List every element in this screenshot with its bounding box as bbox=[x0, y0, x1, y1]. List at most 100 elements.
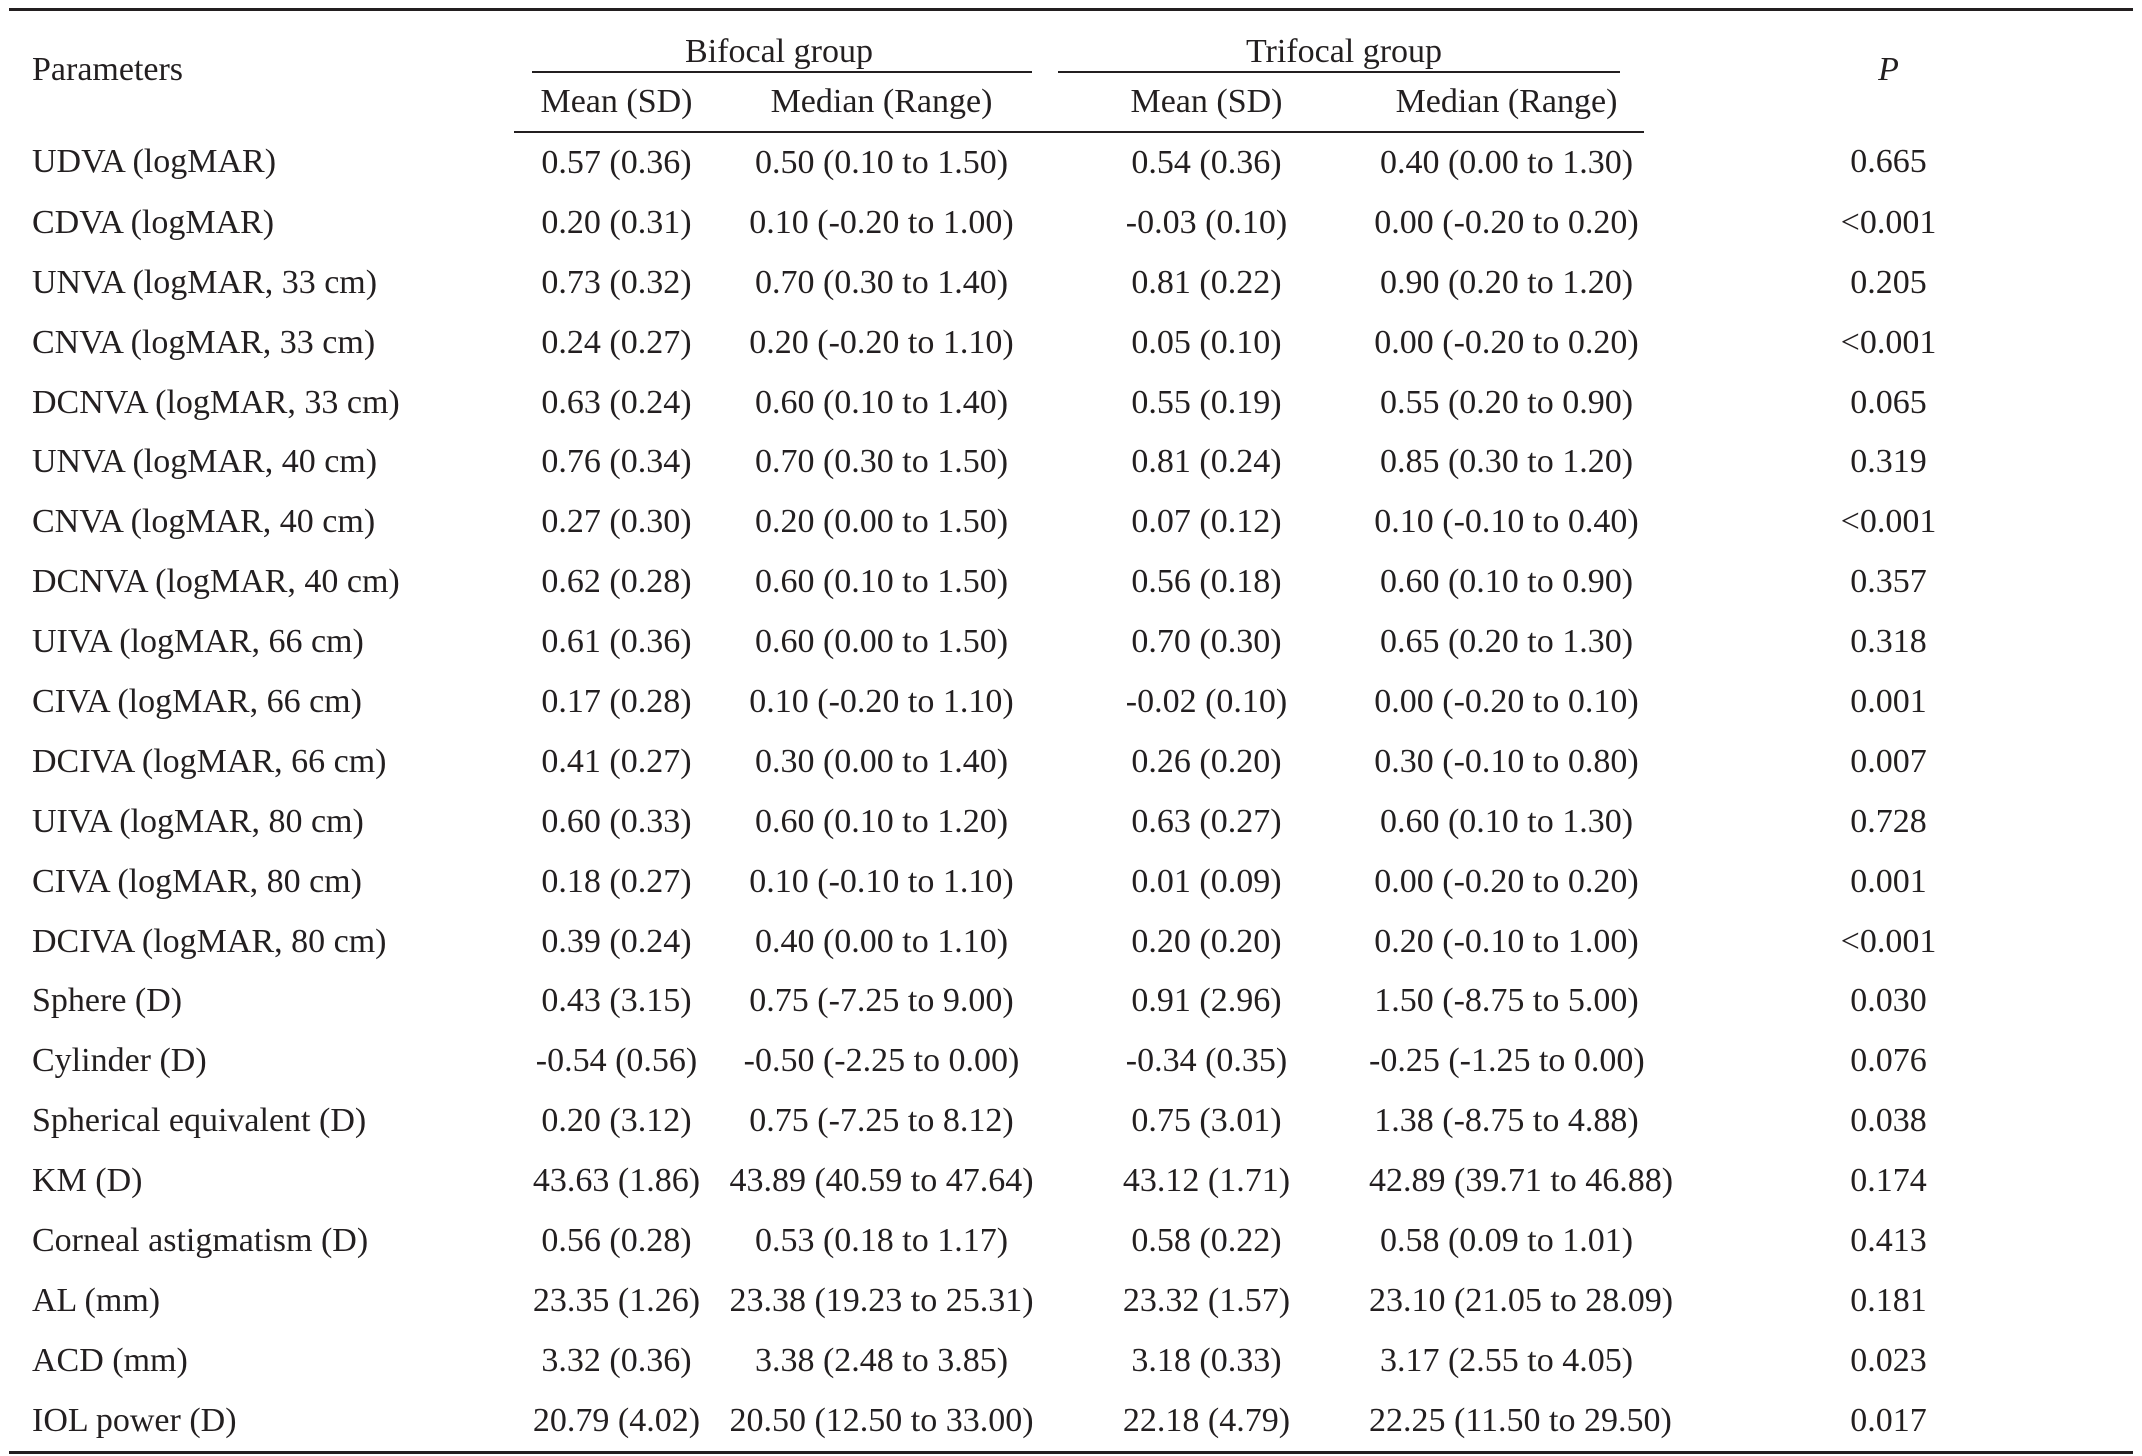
p-value-cell: 0.413 bbox=[1850, 1221, 1927, 1259]
p-value-cell: 0.065 bbox=[1850, 383, 1927, 421]
parameter-cell: UNVA (logMAR, 40 cm) bbox=[32, 443, 378, 481]
table-row: UNVA (logMAR, 40 cm) 0.76 (0.34) 0.70 (0.3… bbox=[9, 432, 2133, 492]
bifocal-mean-sd-cell: 23.35 (1.26) bbox=[532, 1281, 701, 1319]
trifocal-mean-sd-cell: 0.91 (2.96) bbox=[1131, 982, 1282, 1020]
parameter-cell: DCNVA (logMAR, 40 cm) bbox=[32, 563, 400, 601]
table-row: UIVA (logMAR, 80 cm) 0.60 (0.33) 0.60 (0.1… bbox=[9, 792, 2133, 852]
bifocal-mean-sd-cell: 0.39 (0.24) bbox=[541, 922, 692, 960]
bifocal-median-range-cell: 0.53 (0.18 to 1.17) bbox=[754, 1221, 1009, 1259]
bifocal-mean-sd-cell: 0.60 (0.33) bbox=[541, 802, 692, 840]
p-value-cell: 0.038 bbox=[1850, 1102, 1927, 1140]
bifocal-median-range-header: Median (Range) bbox=[719, 73, 1044, 133]
trifocal-median-range-cell: 1.38 (-8.75 to 4.88) bbox=[1374, 1102, 1639, 1140]
parameter-cell: UDVA (logMAR) bbox=[32, 143, 277, 181]
trifocal-mean-sd-cell: 0.81 (0.24) bbox=[1131, 443, 1282, 481]
p-value-cell: 0.319 bbox=[1850, 443, 1927, 481]
trifocal-median-range-cell: 0.90 (0.20 to 1.20) bbox=[1379, 263, 1634, 301]
p-value-cell: <0.001 bbox=[1840, 203, 1937, 241]
table-row: CNVA (logMAR, 40 cm) 0.27 (0.30) 0.20 (0.0… bbox=[9, 492, 2133, 552]
bifocal-median-range-cell: 0.70 (0.30 to 1.40) bbox=[754, 263, 1009, 301]
bifocal-mean-sd-cell: 0.43 (3.15) bbox=[541, 982, 692, 1020]
bifocal-mean-sd-cell: 43.63 (1.86) bbox=[532, 1162, 701, 1200]
table-row: CIVA (logMAR, 80 cm) 0.18 (0.27) 0.10 (-0.… bbox=[9, 852, 2133, 912]
bifocal-median-range-cell: 20.50 (12.50 to 33.00) bbox=[719, 1390, 1044, 1454]
table-row: DCNVA (logMAR, 33 cm) 0.63 (0.24) 0.60 (0.… bbox=[9, 373, 2133, 433]
bifocal-median-range-cell: 0.40 (0.00 to 1.10) bbox=[754, 922, 1009, 960]
p-value-cell: 0.318 bbox=[1850, 623, 1927, 661]
table-row: UDVA (logMAR) 0.57 (0.36) 0.50 (0.10 to 1.… bbox=[9, 132, 2133, 193]
p-value-header: P bbox=[1644, 8, 2133, 132]
table-row: Corneal astigmatism (D) 0.56 (0.28) 0.53 (… bbox=[9, 1211, 2133, 1271]
table-row: AL (mm) 23.35 (1.26) 23.38 (19.23 to 25.31… bbox=[9, 1271, 2133, 1331]
p-value-cell: 0.181 bbox=[1850, 1281, 1927, 1319]
parameter-cell: DCIVA (logMAR, 80 cm) bbox=[32, 922, 387, 960]
bifocal-mean-sd-cell: 0.57 (0.36) bbox=[541, 143, 692, 181]
trifocal-mean-sd-cell: 43.12 (1.71) bbox=[1122, 1162, 1291, 1200]
trifocal-group-label: Trifocal group bbox=[1245, 33, 1443, 70]
parameter-cell: CNVA (logMAR, 40 cm) bbox=[32, 503, 376, 541]
bifocal-mean-sd-cell: 0.76 (0.34) bbox=[541, 443, 692, 481]
bifocal-mean-sd-cell: 0.20 (3.12) bbox=[541, 1102, 692, 1140]
trifocal-median-range-cell: 0.00 (-0.20 to 0.20) bbox=[1374, 203, 1639, 241]
parameter-cell: UNVA (logMAR, 33 cm) bbox=[32, 263, 378, 301]
parameter-cell: DCIVA (logMAR, 66 cm) bbox=[32, 742, 387, 780]
p-value-cell: 0.001 bbox=[1850, 682, 1927, 720]
table-row: ACD (mm) 3.32 (0.36) 3.38 (2.48 to 3.85) 3.… bbox=[9, 1331, 2133, 1391]
trifocal-median-range-cell: 0.65 (0.20 to 1.30) bbox=[1379, 623, 1634, 661]
bifocal-median-range-cell: 0.10 (-0.20 to 1.10) bbox=[749, 682, 1014, 720]
trifocal-mean-sd-cell: 0.58 (0.22) bbox=[1131, 1221, 1282, 1259]
trifocal-mean-sd-cell: 0.54 (0.36) bbox=[1131, 143, 1282, 181]
parameter-cell: ACD (mm) bbox=[32, 1341, 188, 1379]
table-row: DCIVA (logMAR, 66 cm) 0.41 (0.27) 0.30 (0.… bbox=[9, 732, 2133, 792]
table-row: KM (D) 43.63 (1.86) 43.89 (40.59 to 47.64)… bbox=[9, 1151, 2133, 1211]
p-value-cell: 0.174 bbox=[1850, 1162, 1927, 1200]
bifocal-median-range-cell: 0.20 (0.00 to 1.50) bbox=[754, 503, 1009, 541]
bifocal-mean-sd-cell: 0.73 (0.32) bbox=[541, 263, 692, 301]
trifocal-mean-sd-cell: 0.75 (3.01) bbox=[1131, 1102, 1282, 1140]
bifocal-median-range-cell: 23.38 (19.23 to 25.31) bbox=[729, 1281, 1034, 1319]
parameter-cell: KM (D) bbox=[32, 1162, 143, 1200]
parameter-cell: CNVA (logMAR, 33 cm) bbox=[32, 323, 376, 361]
bifocal-median-range-cell: 0.20 (-0.20 to 1.10) bbox=[749, 323, 1014, 361]
bifocal-mean-sd-cell: 0.41 (0.27) bbox=[541, 742, 692, 780]
parameter-cell: Spherical equivalent (D) bbox=[32, 1102, 367, 1140]
trifocal-mean-sd-cell: 0.55 (0.19) bbox=[1131, 383, 1282, 421]
bifocal-group-rule bbox=[532, 71, 1032, 73]
p-value-cell: <0.001 bbox=[1840, 323, 1937, 361]
trifocal-mean-sd-cell: 22.18 (4.79) bbox=[1044, 1390, 1369, 1454]
p-value-cell: 0.665 bbox=[1850, 143, 1927, 181]
trifocal-mean-sd-cell: 0.01 (0.09) bbox=[1131, 862, 1282, 900]
bifocal-median-range-cell: 0.30 (0.00 to 1.40) bbox=[754, 742, 1009, 780]
bifocal-median-range-cell: 0.60 (0.10 to 1.50) bbox=[754, 563, 1009, 601]
parameter-cell: CDVA (logMAR) bbox=[32, 203, 275, 241]
parameter-cell: IOL power (D) bbox=[9, 1390, 514, 1454]
trifocal-median-range-cell: 0.85 (0.30 to 1.20) bbox=[1379, 443, 1634, 481]
table-header: Parameters Bifocal group Trifocal group … bbox=[9, 8, 2133, 133]
table-row: CNVA (logMAR, 33 cm) 0.24 (0.27) 0.20 (-0.… bbox=[9, 313, 2133, 373]
trifocal-median-range-cell: 22.25 (11.50 to 29.50) bbox=[1369, 1390, 1672, 1454]
bifocal-median-range-cell: 0.60 (0.10 to 1.20) bbox=[754, 802, 1009, 840]
bifocal-mean-sd-cell: 0.61 (0.36) bbox=[541, 623, 692, 661]
bifocal-mean-sd-cell: 3.32 (0.36) bbox=[541, 1341, 692, 1379]
trifocal-median-range-cell: 0.60 (0.10 to 0.90) bbox=[1379, 563, 1634, 601]
trifocal-median-range-cell: 0.30 (-0.10 to 0.80) bbox=[1374, 742, 1639, 780]
parameter-cell: Corneal astigmatism (D) bbox=[32, 1221, 369, 1259]
table-row: IOL power (D) 20.79 (4.02) 20.50 (12.50 to… bbox=[9, 1390, 2133, 1454]
trifocal-median-range-header: Median (Range) bbox=[1369, 73, 1644, 133]
p-value-cell: 0.007 bbox=[1850, 742, 1927, 780]
trifocal-median-range-cell: -0.25 (-1.25 to 0.00) bbox=[1369, 1042, 1645, 1080]
bifocal-mean-sd-cell: 0.24 (0.27) bbox=[541, 323, 692, 361]
trifocal-median-range-cell: 0.20 (-0.10 to 1.00) bbox=[1374, 922, 1639, 960]
trifocal-mean-sd-cell: 0.70 (0.30) bbox=[1131, 623, 1282, 661]
p-value-cell: 0.728 bbox=[1850, 802, 1927, 840]
p-value-cell: 0.357 bbox=[1850, 563, 1927, 601]
bifocal-mean-sd-cell: 20.79 (4.02) bbox=[514, 1390, 719, 1454]
parameter-cell: CIVA (logMAR, 80 cm) bbox=[32, 862, 362, 900]
bifocal-median-range-cell: 0.10 (-0.20 to 1.00) bbox=[749, 203, 1014, 241]
trifocal-median-range-cell: 3.17 (2.55 to 4.05) bbox=[1379, 1341, 1634, 1379]
parameter-cell: UIVA (logMAR, 66 cm) bbox=[32, 623, 364, 661]
trifocal-median-range-cell: 0.00 (-0.20 to 0.20) bbox=[1374, 862, 1639, 900]
bifocal-mean-sd-cell: 0.18 (0.27) bbox=[541, 862, 692, 900]
table-row: Cylinder (D) -0.54 (0.56) -0.50 (-2.25 to … bbox=[9, 1031, 2133, 1091]
trifocal-mean-sd-cell: 0.07 (0.12) bbox=[1131, 503, 1282, 541]
